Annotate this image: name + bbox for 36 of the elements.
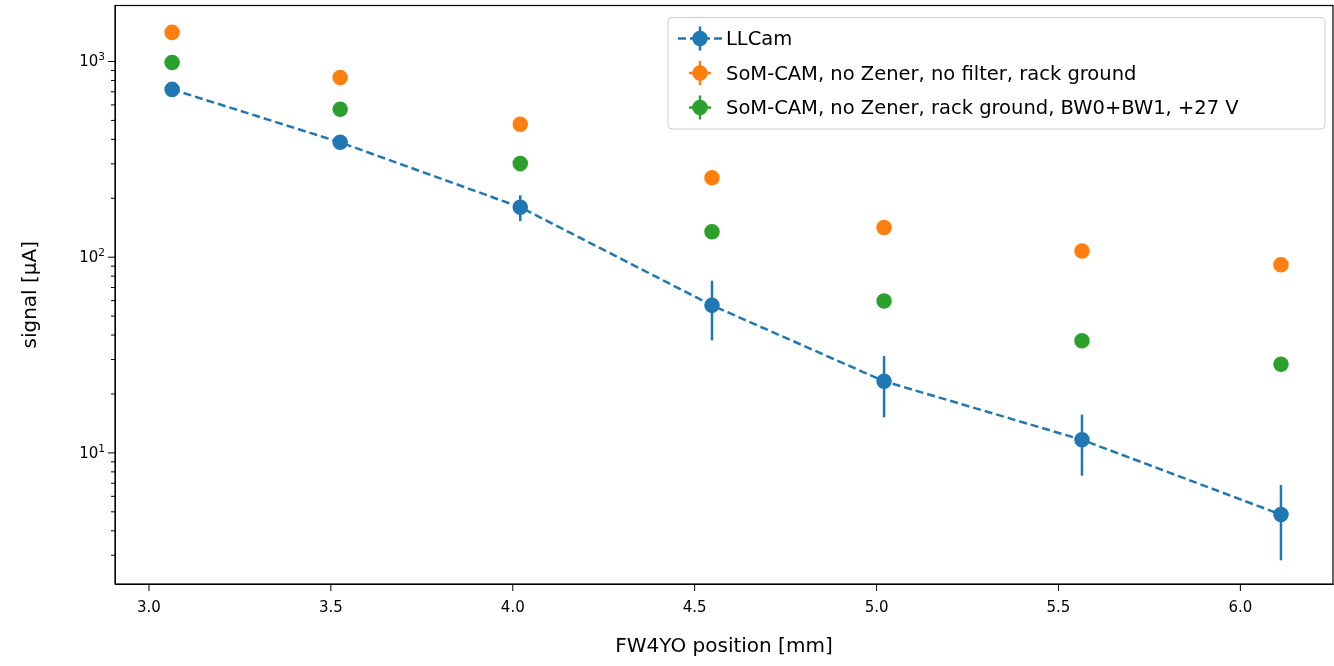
point bbox=[1074, 243, 1090, 259]
y-tick-label: 10$^{1}$ bbox=[79, 441, 105, 462]
point bbox=[876, 373, 892, 389]
x-tick-label: 3.5 bbox=[318, 598, 343, 616]
x-tick-label: 6.0 bbox=[1228, 598, 1253, 616]
point bbox=[332, 134, 348, 151]
point bbox=[704, 297, 720, 314]
y-tick-label: 10$^{2}$ bbox=[79, 245, 105, 266]
legend-label: SoM-CAM, no Zener, no filter, rack ground bbox=[726, 61, 1137, 85]
point bbox=[332, 69, 348, 86]
point bbox=[1273, 256, 1289, 273]
point bbox=[164, 24, 180, 41]
point bbox=[704, 170, 720, 186]
point bbox=[512, 155, 529, 172]
point bbox=[164, 54, 180, 71]
point bbox=[1074, 332, 1090, 349]
point bbox=[704, 224, 720, 240]
y-tick-label: 10$^{3}$ bbox=[79, 50, 105, 71]
y-axis-title: signal [μA] bbox=[17, 240, 41, 349]
x-tick-label: 3.0 bbox=[137, 598, 161, 616]
legend-label: SoM-CAM, no Zener, rack ground, BW0+BW1, +27 V bbox=[726, 96, 1240, 120]
point bbox=[164, 81, 180, 98]
x-tick-label: 5.5 bbox=[1046, 598, 1071, 616]
point bbox=[512, 199, 529, 215]
point bbox=[1273, 506, 1289, 523]
point bbox=[876, 293, 892, 309]
x-axis-title: FW4YO position [mm] bbox=[615, 633, 833, 657]
x-tick-label: 5.0 bbox=[864, 598, 889, 616]
x-tick-label: 4.5 bbox=[682, 598, 707, 616]
point bbox=[332, 101, 348, 117]
x-tick-label: 4.0 bbox=[500, 598, 525, 616]
point bbox=[876, 219, 892, 236]
point bbox=[1074, 432, 1090, 448]
point bbox=[512, 116, 529, 133]
point bbox=[1273, 356, 1289, 373]
legend-label: LLCam bbox=[726, 27, 793, 51]
